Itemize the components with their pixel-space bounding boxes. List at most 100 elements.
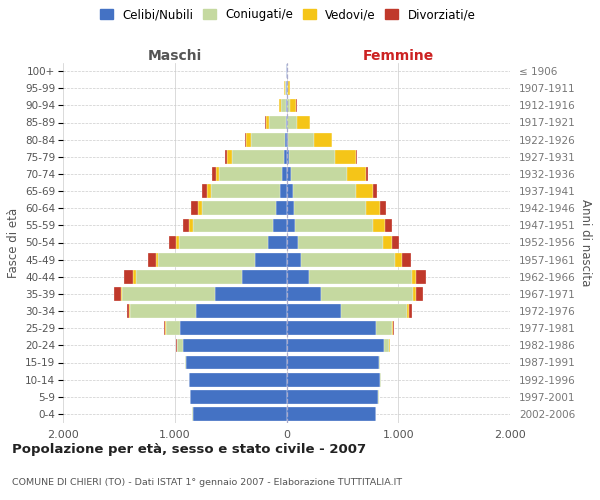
Bar [290, 98, 296, 112]
Bar [412, 270, 416, 283]
Bar [158, 253, 255, 266]
Bar [401, 253, 410, 266]
Bar [291, 167, 347, 181]
Bar [202, 184, 207, 198]
Bar [114, 287, 121, 301]
Bar [298, 236, 383, 250]
Bar [277, 202, 287, 215]
Bar [245, 133, 246, 146]
Bar [266, 116, 269, 130]
Bar [255, 253, 287, 266]
Bar [197, 202, 202, 215]
Bar [164, 322, 165, 335]
Bar [409, 304, 412, 318]
Bar [246, 133, 251, 146]
Bar [136, 270, 242, 283]
Bar [122, 287, 215, 301]
Bar [130, 304, 196, 318]
Bar [287, 167, 291, 181]
Text: Maschi: Maschi [148, 48, 202, 62]
Bar [212, 167, 215, 181]
Bar [416, 287, 423, 301]
Bar [202, 202, 277, 215]
Bar [268, 236, 287, 250]
Bar [185, 356, 186, 370]
Bar [193, 218, 273, 232]
Bar [166, 322, 181, 335]
Bar [287, 236, 298, 250]
Bar [232, 150, 284, 164]
Bar [181, 322, 287, 335]
Bar [287, 133, 288, 146]
Bar [176, 236, 179, 250]
Bar [287, 184, 293, 198]
Bar [225, 150, 227, 164]
Text: Popolazione per età, sesso e stato civile - 2007: Popolazione per età, sesso e stato civil… [12, 442, 366, 456]
Bar [169, 236, 176, 250]
Bar [335, 150, 356, 164]
Bar [186, 356, 287, 370]
Bar [193, 407, 287, 421]
Bar [287, 82, 290, 95]
Bar [395, 253, 401, 266]
Text: Femmine: Femmine [362, 48, 434, 62]
Bar [287, 116, 298, 130]
Bar [286, 133, 287, 146]
Bar [416, 270, 426, 283]
Bar [215, 287, 287, 301]
Bar [251, 133, 286, 146]
Bar [341, 304, 407, 318]
Bar [287, 322, 376, 335]
Bar [295, 218, 373, 232]
Bar [287, 270, 309, 283]
Bar [227, 150, 232, 164]
Bar [156, 253, 158, 266]
Bar [384, 338, 389, 352]
Bar [347, 167, 366, 181]
Bar [196, 304, 287, 318]
Bar [287, 304, 341, 318]
Bar [182, 338, 287, 352]
Bar [287, 407, 376, 421]
Bar [379, 356, 380, 370]
Legend: Celibi/Nubili, Coniugati/e, Vedovi/e, Divorziati/e: Celibi/Nubili, Coniugati/e, Vedovi/e, Di… [100, 8, 476, 22]
Bar [269, 116, 286, 130]
Y-axis label: Anni di nascita: Anni di nascita [580, 199, 592, 286]
Bar [314, 133, 332, 146]
Bar [287, 150, 289, 164]
Bar [191, 202, 197, 215]
Bar [121, 287, 122, 301]
Bar [301, 253, 395, 266]
Bar [279, 98, 281, 112]
Bar [356, 184, 373, 198]
Bar [287, 218, 295, 232]
Bar [189, 373, 287, 386]
Bar [366, 202, 380, 215]
Bar [124, 270, 133, 283]
Bar [189, 218, 193, 232]
Bar [287, 202, 295, 215]
Bar [392, 236, 400, 250]
Bar [148, 253, 156, 266]
Bar [242, 270, 287, 283]
Bar [127, 304, 129, 318]
Bar [376, 322, 392, 335]
Bar [280, 184, 287, 198]
Bar [385, 218, 392, 232]
Bar [284, 82, 286, 95]
Bar [211, 184, 280, 198]
Bar [190, 390, 287, 404]
Bar [392, 322, 394, 335]
Bar [179, 236, 268, 250]
Bar [284, 150, 287, 164]
Bar [373, 184, 377, 198]
Bar [309, 270, 412, 283]
Bar [295, 202, 366, 215]
Bar [380, 202, 386, 215]
Bar [288, 133, 314, 146]
Bar [287, 338, 384, 352]
Bar [182, 218, 189, 232]
Bar [413, 287, 416, 301]
Bar [383, 236, 392, 250]
Bar [373, 218, 385, 232]
